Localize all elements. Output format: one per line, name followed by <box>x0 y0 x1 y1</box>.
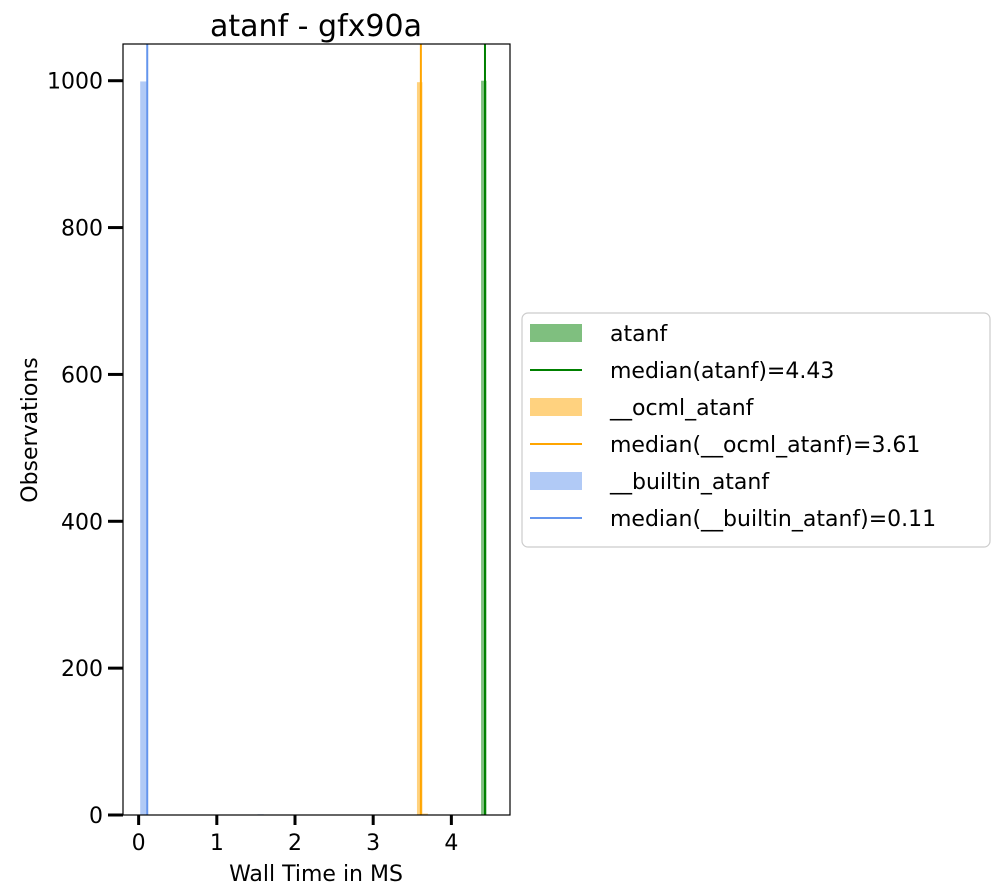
y-tick-label: 200 <box>61 657 103 682</box>
legend-label: atanf <box>610 322 669 347</box>
median-lines-layer <box>146 44 486 815</box>
y-tick-label: 400 <box>61 510 103 535</box>
y-tick-label: 0 <box>89 804 103 829</box>
x-tick-label: 4 <box>444 831 458 856</box>
legend-label: __ocml_atanf <box>609 396 755 421</box>
chart-title: atanf - gfx90a <box>210 9 422 44</box>
legend-label: __builtin_atanf <box>609 470 770 495</box>
y-tick-label: 600 <box>61 363 103 388</box>
bars-layer <box>140 80 487 816</box>
plot-area-frame <box>122 43 511 816</box>
legend-patch <box>530 398 582 416</box>
legend: atanf median(atanf)=4.43 __ocml_atanfmedia… <box>521 312 991 548</box>
y-axis-label: Observations <box>18 357 43 502</box>
histogram-bar <box>481 80 487 815</box>
y-axis: 0 200 400 600 800 1000 <box>47 70 123 829</box>
x-axis: 0 1 2 3 4 <box>132 815 458 856</box>
histogram-bar <box>140 81 147 816</box>
legend-patch <box>530 472 582 490</box>
x-tick-label: 3 <box>366 831 380 856</box>
legend-label: median(__builtin_atanf)=0.11 <box>610 507 936 532</box>
x-tick-label: 2 <box>288 831 302 856</box>
legend-label: median(__ocml_atanf)=3.61 <box>610 433 920 458</box>
y-tick-label: 800 <box>61 217 103 242</box>
x-tick-label: 0 <box>132 831 146 856</box>
x-tick-label: 1 <box>210 831 224 856</box>
legend-box <box>521 312 991 548</box>
x-axis-label: Wall Time in MS <box>229 862 403 887</box>
legend-label: median(atanf)=4.43 <box>610 359 834 384</box>
y-tick-label: 1000 <box>47 70 103 95</box>
histogram-bar <box>416 82 423 815</box>
legend-patch <box>530 324 582 342</box>
histogram-bar <box>422 813 428 815</box>
